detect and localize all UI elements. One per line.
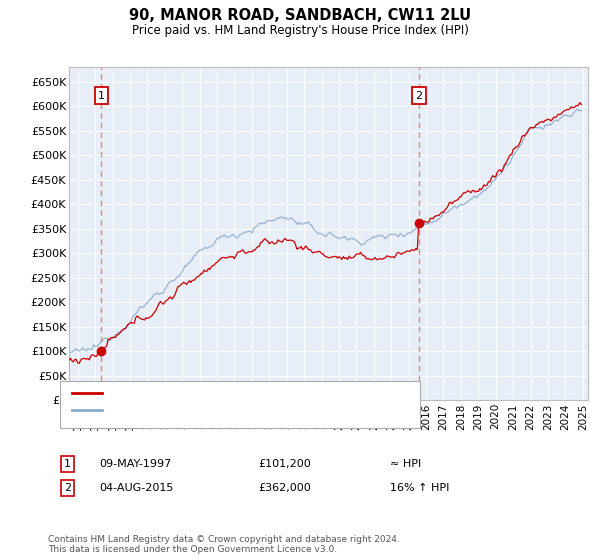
Text: Contains HM Land Registry data © Crown copyright and database right 2024.
This d: Contains HM Land Registry data © Crown c… bbox=[48, 535, 400, 554]
Text: 90, MANOR ROAD, SANDBACH, CW11 2LU (detached house): 90, MANOR ROAD, SANDBACH, CW11 2LU (deta… bbox=[105, 388, 418, 398]
Text: £101,200: £101,200 bbox=[258, 459, 311, 469]
Text: 1: 1 bbox=[98, 91, 105, 101]
Text: 90, MANOR ROAD, SANDBACH, CW11 2LU: 90, MANOR ROAD, SANDBACH, CW11 2LU bbox=[129, 8, 471, 24]
Text: 16% ↑ HPI: 16% ↑ HPI bbox=[390, 483, 449, 493]
Text: 2: 2 bbox=[64, 483, 71, 493]
Text: 1: 1 bbox=[64, 459, 71, 469]
Text: 2: 2 bbox=[415, 91, 422, 101]
Text: 09-MAY-1997: 09-MAY-1997 bbox=[99, 459, 171, 469]
Text: Price paid vs. HM Land Registry's House Price Index (HPI): Price paid vs. HM Land Registry's House … bbox=[131, 24, 469, 36]
Text: 04-AUG-2015: 04-AUG-2015 bbox=[99, 483, 173, 493]
Text: HPI: Average price, detached house, Cheshire East: HPI: Average price, detached house, Ches… bbox=[105, 405, 370, 416]
Text: £362,000: £362,000 bbox=[258, 483, 311, 493]
Text: ≈ HPI: ≈ HPI bbox=[390, 459, 421, 469]
